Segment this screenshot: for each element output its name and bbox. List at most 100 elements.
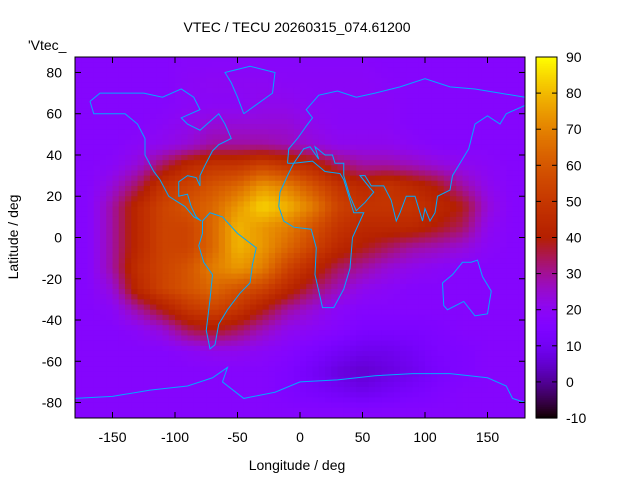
heatmap-cell [512,98,520,104]
heatmap-cell [500,62,507,68]
heatmap-cell [106,139,113,146]
heatmap-cell [450,361,457,367]
heatmap-cell [362,345,370,352]
heatmap-cell [387,227,395,233]
heatmap-cell [406,113,413,120]
heatmap-cell [418,345,426,352]
heatmap-cell [375,350,382,357]
heatmap-cell [287,278,295,285]
heatmap-cell [475,216,482,223]
heatmap-cell [275,289,282,295]
heatmap-cell [425,268,432,275]
heatmap-cell [506,222,513,228]
heatmap-cell [362,242,370,249]
heatmap-cell [187,170,195,177]
heatmap-cell [218,371,226,378]
heatmap-cell [106,304,113,311]
heatmap-cell [493,242,501,249]
heatmap-cell [425,309,432,316]
heatmap-cell [312,216,320,223]
heatmap-cell [206,154,213,161]
heatmap-cell [300,268,307,275]
heatmap-cell [212,57,220,63]
heatmap-cell [375,216,382,223]
heatmap-cell [481,258,488,264]
heatmap-cell [343,294,351,300]
heatmap-cell [87,309,95,316]
heatmap-cell [193,247,201,254]
heatmap-cell [156,118,163,125]
heatmap-cell [106,206,113,213]
heatmap-cell [237,242,245,249]
heatmap-cell [312,185,320,192]
heatmap-cell [375,129,382,135]
heatmap-cell [225,335,232,342]
heatmap-cell [125,170,132,177]
heatmap-cell [212,175,220,182]
heatmap-cell [487,371,495,378]
heatmap-cell [81,149,88,156]
heatmap-cell [462,361,470,367]
heatmap-cell [206,397,213,404]
heatmap-cell [393,402,401,409]
heatmap-cell [293,87,301,94]
heatmap-cell [425,387,432,393]
heatmap-cell [437,118,445,125]
heatmap-cell [137,376,145,383]
heatmap-cell [406,222,413,228]
heatmap-cell [243,397,251,404]
heatmap-cell [112,160,120,166]
heatmap-cell [437,299,445,306]
heatmap-cell [100,361,107,367]
heatmap-cell [518,304,526,311]
heatmap-cell [281,325,288,331]
heatmap-cell [325,87,332,94]
heatmap-cell [481,252,488,259]
heatmap-cell [362,366,370,373]
heatmap-cell [512,350,520,357]
heatmap-cell [268,72,276,79]
heatmap-cell [456,211,463,218]
heatmap-cell [206,371,213,378]
heatmap-cell [275,252,282,259]
heatmap-cell [381,211,388,218]
heatmap-cell [231,340,238,347]
heatmap-cell [456,108,463,115]
heatmap-cell [156,283,163,290]
heatmap-cell [137,381,145,388]
heatmap-cell [87,216,95,223]
heatmap-cell [443,124,451,130]
heatmap-cell [75,273,82,280]
heatmap-cell [137,134,145,141]
heatmap-cell [243,113,251,120]
heatmap-cell [112,118,120,125]
heatmap-cell [212,325,220,331]
heatmap-cell [281,72,288,79]
heatmap-cell [287,180,295,187]
heatmap-cell [212,278,220,285]
heatmap-cell [337,366,345,373]
heatmap-cell [506,325,513,331]
heatmap-cell [375,278,382,285]
heatmap-cell [250,356,257,362]
heatmap-cell [462,366,470,373]
heatmap-cell [487,139,495,146]
heatmap-cell [368,118,376,125]
heatmap-cell [243,57,251,63]
heatmap-cell [325,381,332,388]
heatmap-cell [287,320,295,326]
heatmap-cell [212,356,220,362]
heatmap-cell [250,371,257,378]
heatmap-cell [318,196,326,202]
heatmap-cell [137,62,145,68]
heatmap-cell [231,144,238,151]
heatmap-cell [512,206,520,213]
heatmap-cell [406,371,413,378]
heatmap-cell [112,299,120,306]
heatmap-cell [368,330,376,336]
heatmap-cell [443,154,451,161]
heatmap-cell [487,93,495,99]
heatmap-cell [200,139,207,146]
heatmap-cell [500,134,507,141]
heatmap-cell [462,103,470,110]
